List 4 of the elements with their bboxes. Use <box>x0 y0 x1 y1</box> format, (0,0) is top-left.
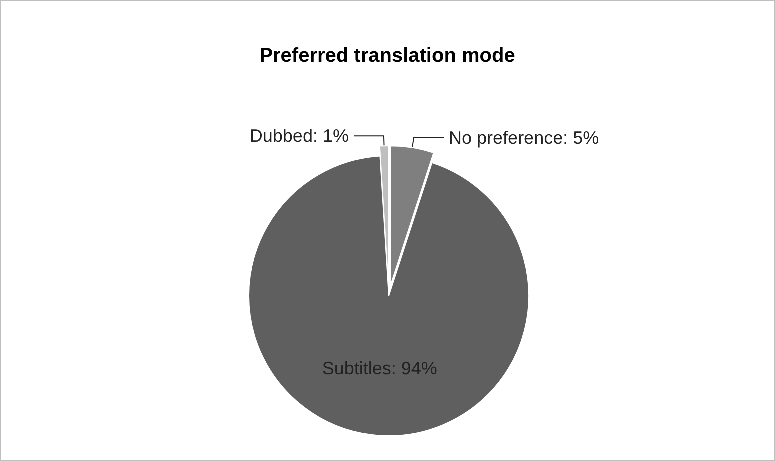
chart-title: Preferred translation mode <box>260 45 516 67</box>
slice-label: No preference: 5% <box>449 128 600 148</box>
slice-label: Subtitles: 94% <box>322 358 438 378</box>
slice-label: Dubbed: 1% <box>250 126 349 146</box>
